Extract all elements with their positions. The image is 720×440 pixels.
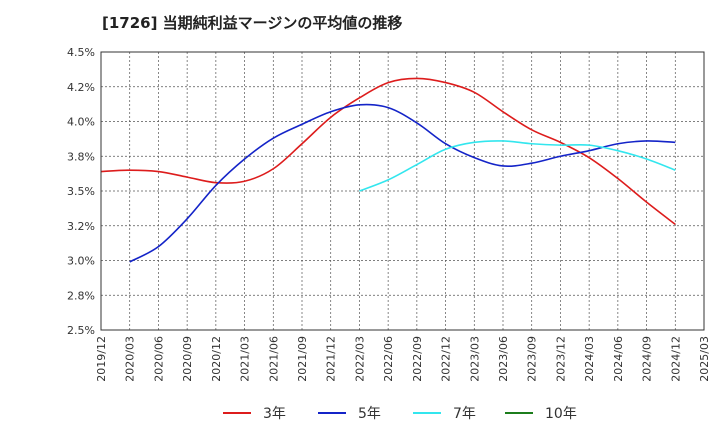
series-line-1	[129, 103, 676, 263]
legend: 3年 5年 7年 10年	[223, 406, 577, 422]
x-tick-label: 2024/12	[669, 336, 682, 382]
x-tick-label: 2020/12	[210, 336, 223, 382]
y-tick-label: 2.5%	[67, 324, 95, 337]
plot-area-border	[100, 51, 705, 331]
y-tick-label: 3.0%	[67, 255, 95, 268]
y-tick-label: 4.2%	[67, 81, 95, 94]
x-tick-label: 2019/12	[95, 336, 108, 382]
y-tick-labels: 2.5% 2.8% 3.0% 3.2% 3.5% 3.8% 4.0% 4.2% 4.5%	[67, 46, 95, 337]
series-line-2	[359, 140, 676, 192]
x-tick-label: 2021/12	[325, 336, 338, 382]
x-tick-label: 2024/03	[583, 336, 596, 382]
x-tick-label: 2022/06	[382, 336, 395, 382]
x-tick-label: 2020/09	[181, 336, 194, 382]
x-tick-label: 2023/06	[497, 336, 510, 382]
x-tick-label: 2022/12	[440, 336, 453, 382]
x-tick-labels: 2019/12 2020/03 2020/06 2020/09 2020/12 2021/…	[95, 336, 711, 382]
x-tick-label: 2021/03	[239, 336, 252, 382]
y-tick-label: 4.0%	[67, 116, 95, 129]
x-tick-label: 2023/03	[468, 336, 481, 382]
y-tick-label: 3.2%	[67, 220, 95, 233]
legend-label: 3年	[263, 406, 286, 422]
x-tick-label: 2022/03	[353, 336, 366, 382]
x-tick-label: 2021/06	[267, 336, 280, 382]
x-tick-label: 2025/03	[698, 336, 711, 382]
x-tick-label: 2022/09	[411, 336, 424, 382]
legend-label: 5年	[358, 406, 381, 422]
x-tick-label: 2024/06	[612, 336, 625, 382]
x-tick-label: 2023/09	[526, 336, 539, 382]
x-tick-label: 2020/03	[124, 336, 137, 382]
y-tick-label: 3.8%	[67, 150, 95, 163]
y-tick-label: 4.5%	[67, 46, 95, 59]
grid-lines	[100, 51, 705, 331]
x-tick-label: 2020/06	[152, 336, 165, 382]
x-tick-label: 2021/09	[296, 336, 309, 382]
x-tick-label: 2023/12	[554, 336, 567, 382]
y-tick-label: 2.8%	[67, 289, 95, 302]
legend-label: 10年	[545, 406, 577, 422]
legend-label: 7年	[453, 406, 476, 422]
x-tick-label: 2024/09	[641, 336, 654, 382]
series-lines	[100, 77, 676, 263]
y-tick-label: 3.5%	[67, 185, 95, 198]
chart-title: [1726] 当期純利益マージンの平均値の推移	[102, 14, 403, 32]
